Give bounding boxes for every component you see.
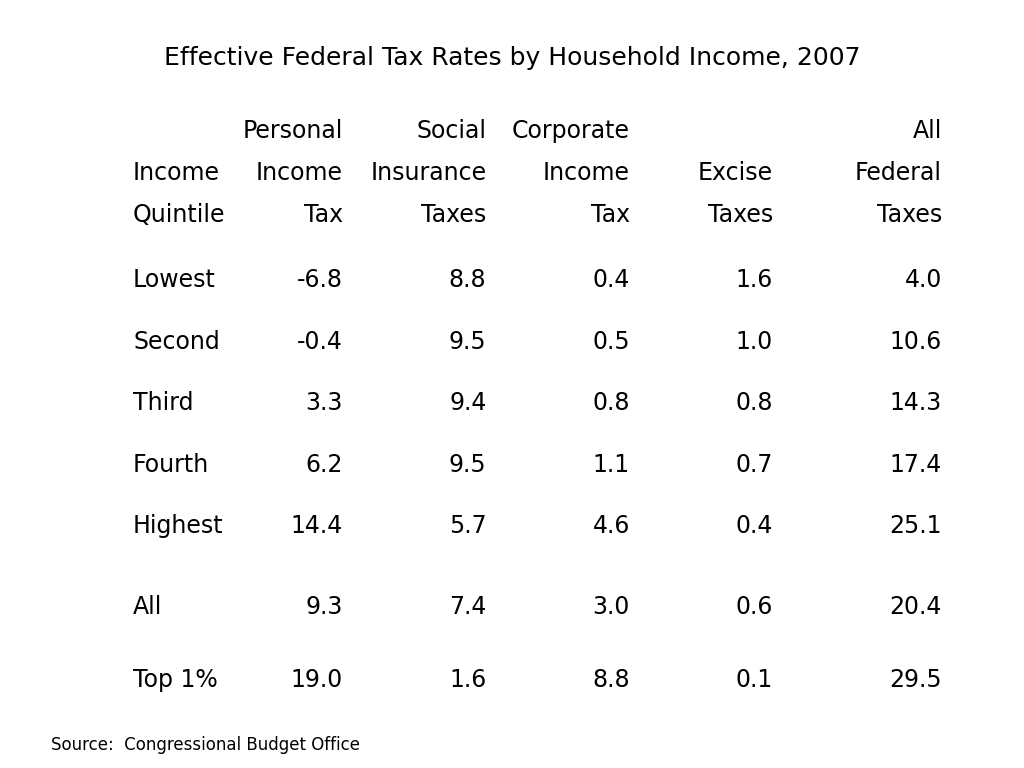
Text: 17.4: 17.4 [890,452,942,477]
Text: Lowest: Lowest [133,268,216,293]
Text: Corporate: Corporate [512,118,630,143]
Text: 29.5: 29.5 [890,667,942,692]
Text: 8.8: 8.8 [449,268,486,293]
Text: 1.6: 1.6 [736,268,773,293]
Text: Source:  Congressional Budget Office: Source: Congressional Budget Office [51,736,360,754]
Text: 8.8: 8.8 [592,667,630,692]
Text: Excise: Excise [698,161,773,185]
Text: 0.4: 0.4 [736,514,773,538]
Text: Income: Income [543,161,630,185]
Text: 7.4: 7.4 [450,594,486,619]
Text: Social: Social [417,118,486,143]
Text: 4.6: 4.6 [593,514,630,538]
Text: 1.0: 1.0 [736,329,773,354]
Text: Effective Federal Tax Rates by Household Income, 2007: Effective Federal Tax Rates by Household… [164,45,860,70]
Text: Insurance: Insurance [371,161,486,185]
Text: Second: Second [133,329,220,354]
Text: 0.5: 0.5 [592,329,630,354]
Text: Federal: Federal [855,161,942,185]
Text: 0.8: 0.8 [735,391,773,415]
Text: 3.3: 3.3 [306,391,343,415]
Text: Third: Third [133,391,194,415]
Text: 14.3: 14.3 [890,391,942,415]
Text: Taxes: Taxes [708,203,773,227]
Text: 5.7: 5.7 [449,514,486,538]
Text: Taxes: Taxes [421,203,486,227]
Text: 20.4: 20.4 [890,594,942,619]
Text: -6.8: -6.8 [297,268,343,293]
Text: 9.4: 9.4 [450,391,486,415]
Text: 10.6: 10.6 [890,329,942,354]
Text: Fourth: Fourth [133,452,209,477]
Text: 1.6: 1.6 [450,667,486,692]
Text: 0.8: 0.8 [592,391,630,415]
Text: 0.6: 0.6 [736,594,773,619]
Text: Top 1%: Top 1% [133,667,218,692]
Text: Tax: Tax [591,203,630,227]
Text: Tax: Tax [304,203,343,227]
Text: 0.7: 0.7 [736,452,773,477]
Text: All: All [133,594,163,619]
Text: 19.0: 19.0 [291,667,343,692]
Text: 14.4: 14.4 [291,514,343,538]
Text: Quintile: Quintile [133,203,225,227]
Text: 9.5: 9.5 [449,329,486,354]
Text: 4.0: 4.0 [905,268,942,293]
Text: Income: Income [133,161,220,185]
Text: Income: Income [256,161,343,185]
Text: Taxes: Taxes [877,203,942,227]
Text: Personal: Personal [243,118,343,143]
Text: 9.5: 9.5 [449,452,486,477]
Text: 3.0: 3.0 [593,594,630,619]
Text: 6.2: 6.2 [306,452,343,477]
Text: 25.1: 25.1 [890,514,942,538]
Text: 9.3: 9.3 [306,594,343,619]
Text: 1.1: 1.1 [593,452,630,477]
Text: Highest: Highest [133,514,224,538]
Text: All: All [912,118,942,143]
Text: -0.4: -0.4 [297,329,343,354]
Text: 0.4: 0.4 [593,268,630,293]
Text: 0.1: 0.1 [736,667,773,692]
